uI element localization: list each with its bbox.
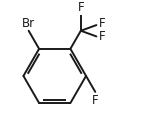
- Text: F: F: [92, 94, 99, 107]
- Text: F: F: [99, 30, 105, 43]
- Text: F: F: [78, 1, 84, 14]
- Text: F: F: [99, 17, 105, 30]
- Text: Br: Br: [22, 17, 35, 30]
